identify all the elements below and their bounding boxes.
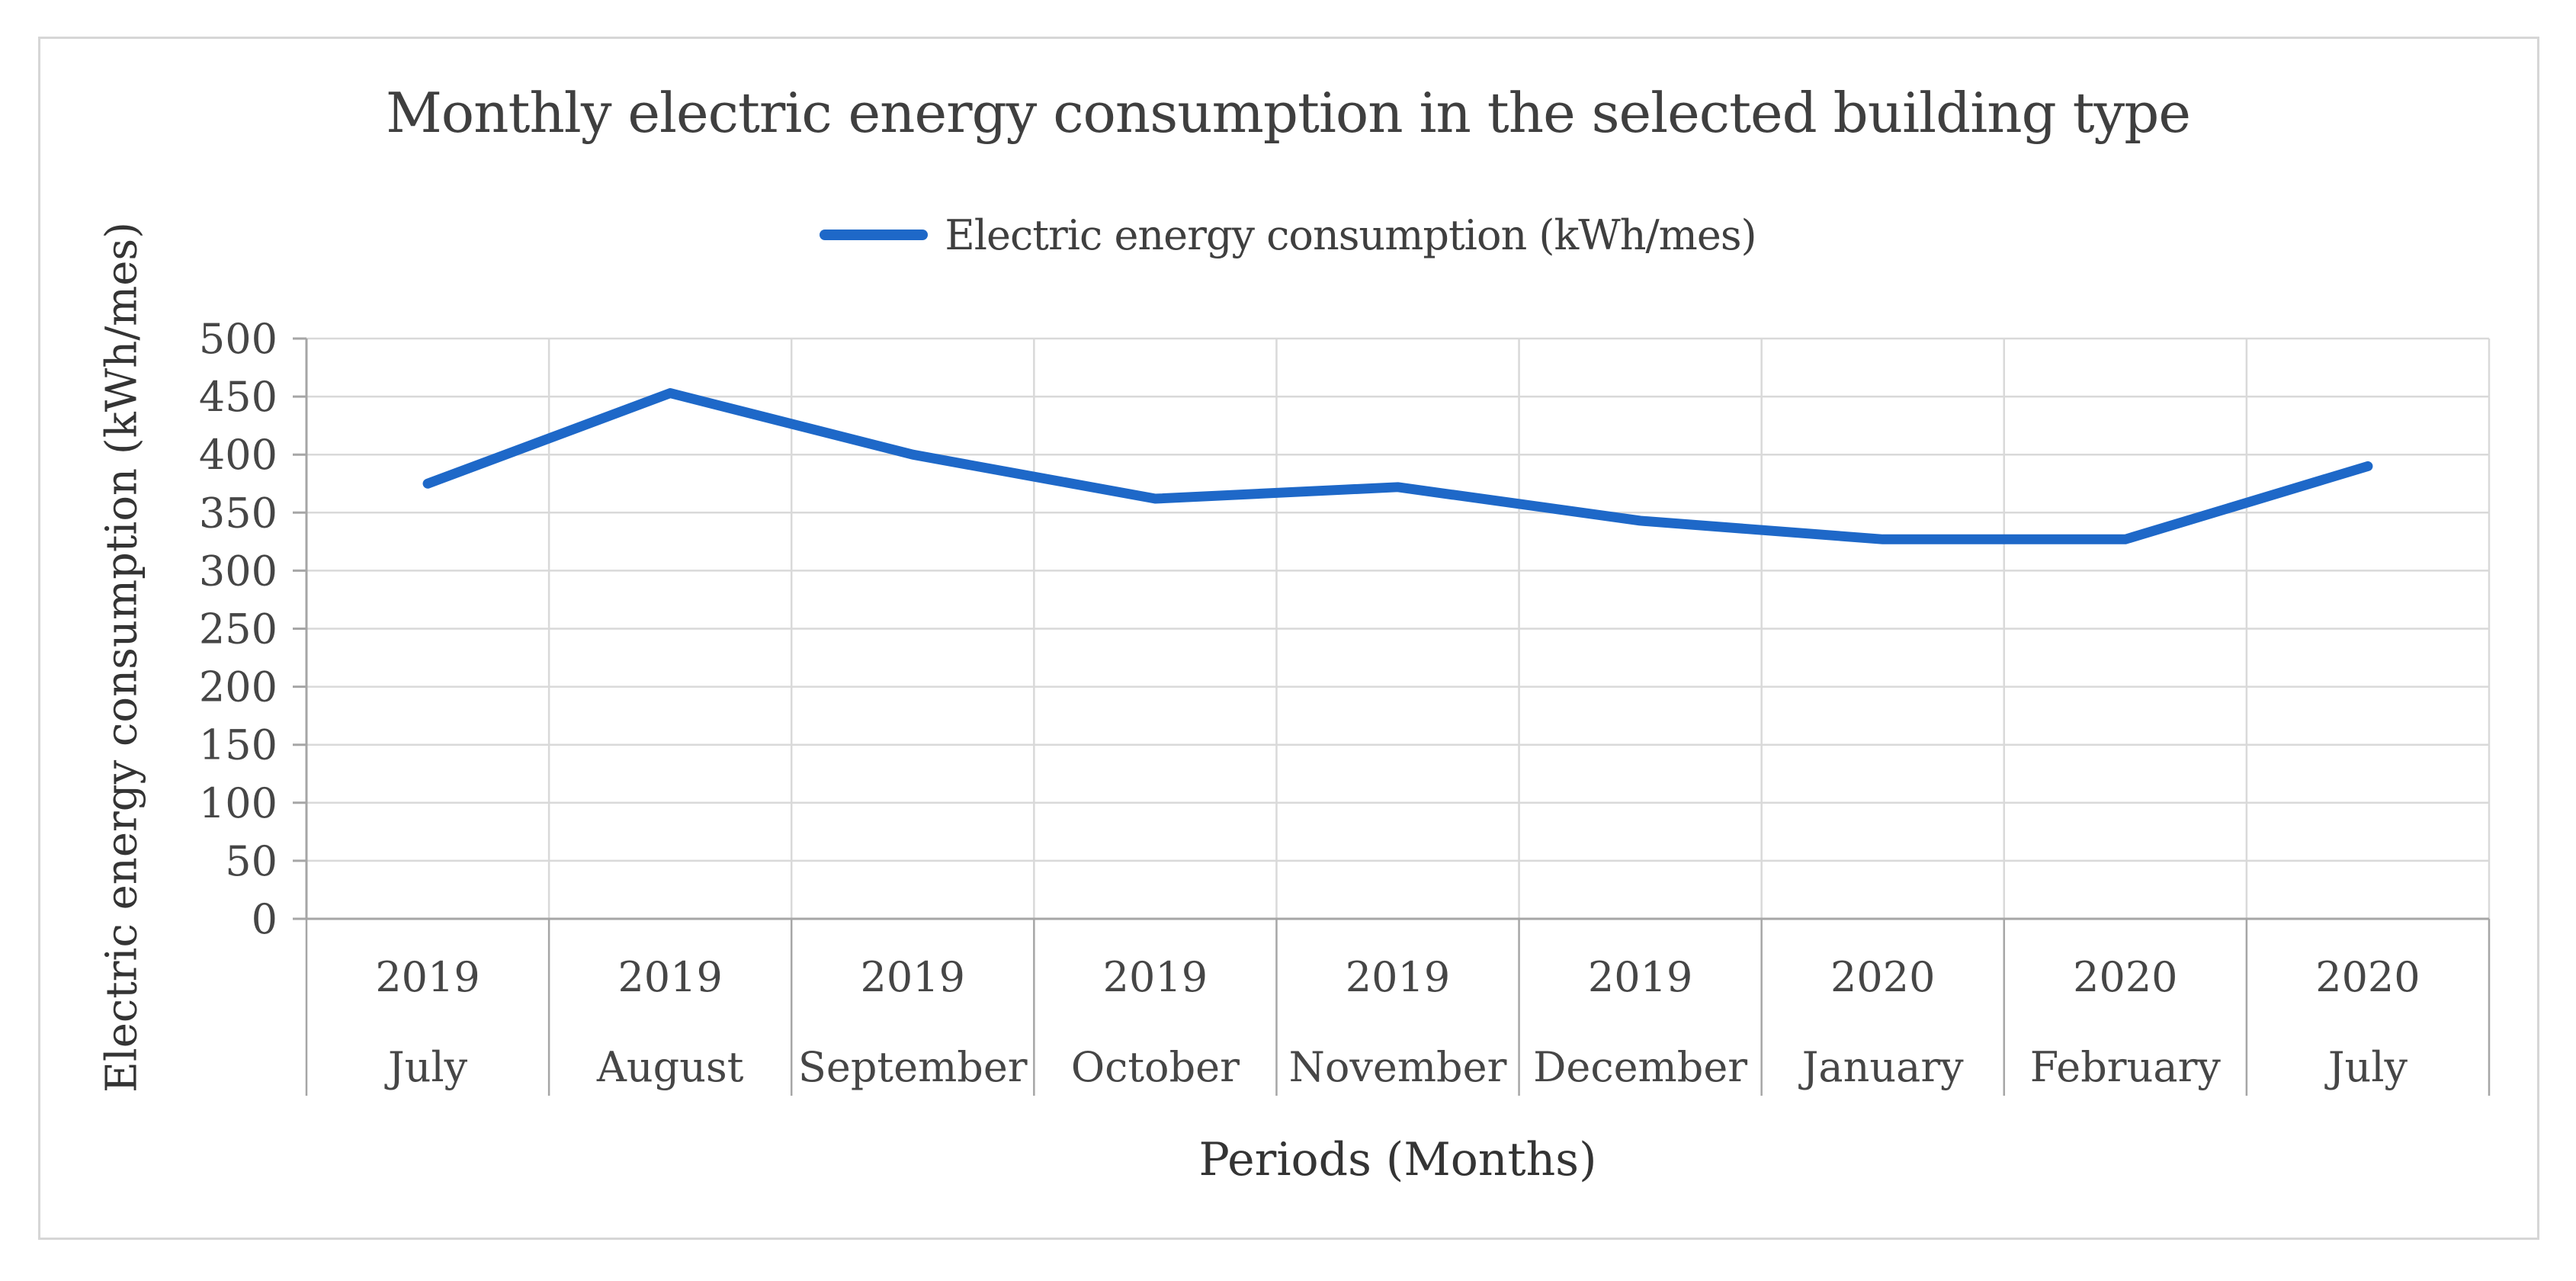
x-tick-year-label: 2019 xyxy=(1103,953,1208,1001)
x-tick-month-label: July xyxy=(2324,1043,2408,1091)
x-tick-month-label: September xyxy=(798,1043,1028,1091)
x-tick-month-label: November xyxy=(1289,1043,1507,1091)
x-tick-month-label: August xyxy=(596,1043,744,1091)
x-tick-year-label: 2019 xyxy=(1588,953,1692,1001)
x-tick-year-label: 2019 xyxy=(618,953,722,1001)
legend-line-swatch xyxy=(820,230,929,240)
y-tick-label: 500 xyxy=(199,315,277,363)
y-tick-label: 450 xyxy=(199,373,277,421)
y-tick-label: 200 xyxy=(199,663,277,711)
x-tick-month-label: July xyxy=(384,1043,468,1091)
y-tick-label: 250 xyxy=(199,605,277,653)
x-tick-month-label: February xyxy=(2030,1043,2222,1091)
x-tick-year-label: 2020 xyxy=(2073,953,2177,1001)
x-tick-month-label: January xyxy=(1798,1043,1964,1091)
x-tick-month-label: December xyxy=(1533,1043,1747,1091)
y-tick-label: 350 xyxy=(199,489,277,537)
x-tick-year-label: 2019 xyxy=(861,953,965,1001)
y-tick-label: 0 xyxy=(252,895,277,943)
y-tick-label: 150 xyxy=(199,721,277,769)
x-tick-month-label: October xyxy=(1071,1043,1240,1091)
chart-title: Monthly electric energy consumption in t… xyxy=(386,81,2191,145)
x-tick-year-label: 2019 xyxy=(375,953,480,1001)
x-tick-year-label: 2019 xyxy=(1346,953,1450,1001)
y-tick-label: 50 xyxy=(225,837,277,885)
y-tick-label: 100 xyxy=(199,779,277,827)
y-tick-label: 300 xyxy=(199,547,277,595)
legend-label: Electric energy consumption (kWh/mes) xyxy=(945,210,1756,259)
x-axis-title: Periods (Months) xyxy=(1198,1133,1597,1186)
series-line xyxy=(422,388,2373,544)
y-axis-title: Electric energy consumption (kWh/mes) xyxy=(97,221,147,1093)
x-tick-year-label: 2020 xyxy=(2315,953,2420,1001)
x-tick-year-label: 2020 xyxy=(1830,953,1935,1001)
legend: Electric energy consumption (kWh/mes) xyxy=(0,210,2576,259)
y-tick-label: 400 xyxy=(199,431,277,479)
